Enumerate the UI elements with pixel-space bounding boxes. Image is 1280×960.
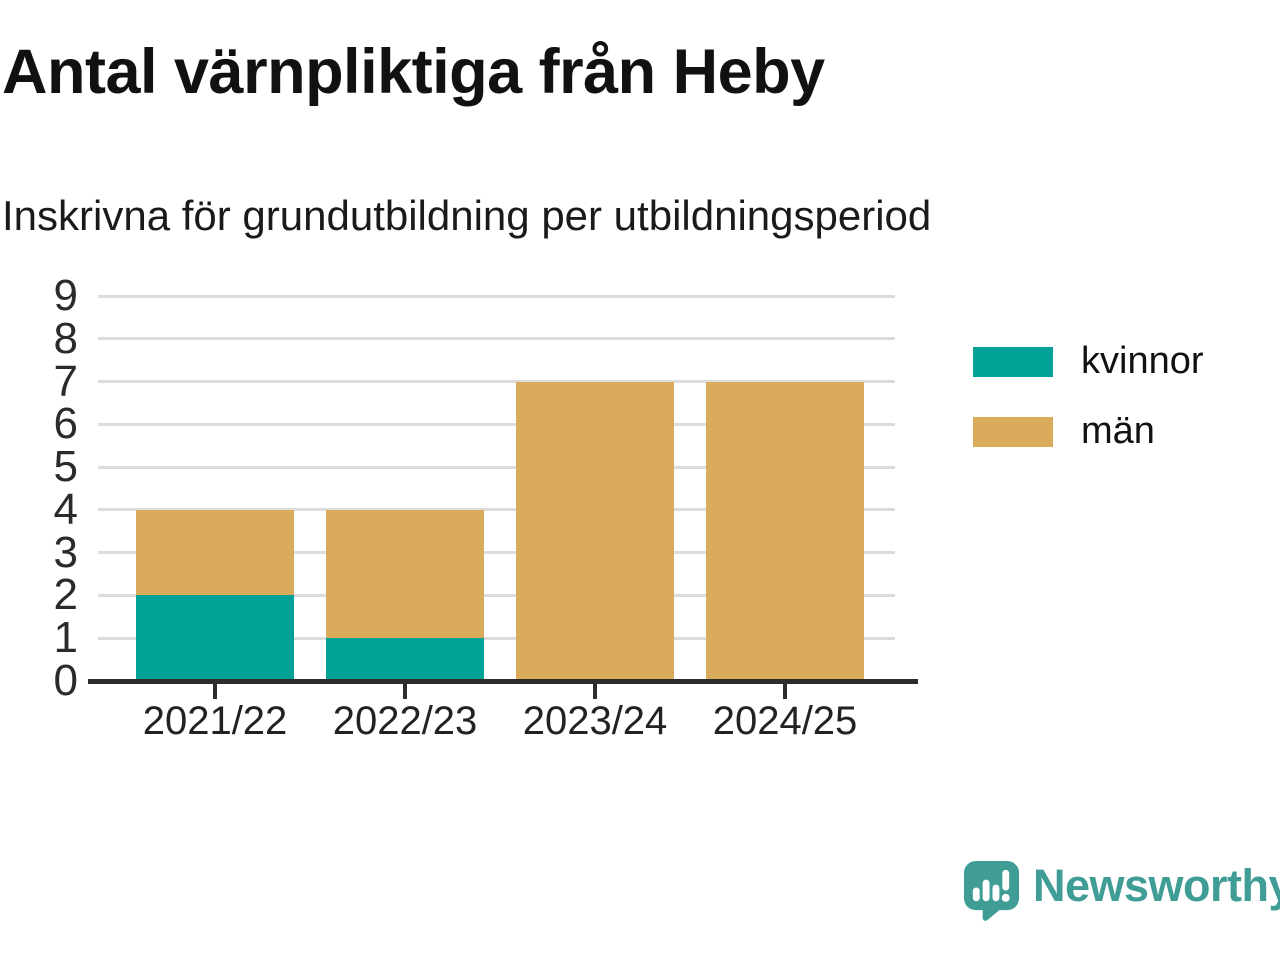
chart-subtitle: Inskrivna för grundutbildning per utbild… (2, 192, 932, 239)
gridline-1 (98, 636, 895, 640)
x-tick-2022/23 (403, 684, 407, 699)
x-tick-2023/24 (593, 684, 597, 699)
gridline-4 (98, 508, 895, 512)
x-tick-2024/25 (783, 684, 787, 699)
bar-segment-män-2022/23 (326, 509, 484, 639)
legend-label-man: män (1081, 410, 1155, 452)
legend-swatch-kvinnor (973, 346, 1053, 377)
gridline-9 (98, 294, 895, 298)
bar-segment-kvinnor-2021/22 (136, 595, 294, 681)
y-tick-label-3: 3 (53, 527, 78, 577)
y-tick-label-5: 5 (53, 442, 78, 492)
legend: kvinnor män (973, 340, 1204, 480)
bar-segment-män-2024/25 (706, 381, 864, 681)
gridline-6 (98, 422, 895, 426)
newsworthy-logo-icon (963, 860, 1020, 921)
chart-title: Antal värnpliktiga från Heby (2, 37, 825, 107)
y-tick-label-6: 6 (53, 399, 78, 449)
bar-segment-kvinnor-2022/23 (326, 638, 484, 681)
gridline-3 (98, 551, 895, 555)
legend-label-kvinnor: kvinnor (1081, 340, 1204, 382)
x-axis-line (88, 679, 918, 684)
gridline-2 (98, 593, 895, 597)
gridline-5 (98, 465, 895, 469)
bar-segment-män-2023/24 (516, 381, 674, 681)
y-tick-label-7: 7 (53, 356, 78, 406)
x-tick-2021/22 (213, 684, 217, 699)
branding-name: Newsworthy (1033, 860, 1280, 911)
y-tick-label-0: 0 (53, 656, 78, 705)
branding: Newsworthy (962, 859, 1280, 921)
bar-segment-män-2021/22 (136, 509, 294, 596)
legend-item-kvinnor: kvinnor (973, 340, 1204, 383)
legend-item-man: män (973, 410, 1204, 453)
x-tick-label-2021/22: 2021/22 (142, 699, 288, 743)
legend-swatch-man (973, 416, 1053, 447)
x-tick-label-2023/24: 2023/24 (522, 699, 668, 743)
x-tick-label-2022/23: 2022/23 (332, 699, 478, 743)
gridline-7 (98, 380, 895, 384)
y-tick-label-2: 2 (53, 570, 78, 620)
x-tick-label-2024/25: 2024/25 (712, 699, 858, 743)
y-tick-label-4: 4 (53, 484, 78, 534)
y-tick-label-8: 8 (53, 313, 78, 363)
plot-area (98, 294, 895, 681)
y-tick-label-9: 9 (53, 271, 78, 320)
gridline-8 (98, 337, 895, 341)
y-tick-label-1: 1 (53, 613, 78, 663)
